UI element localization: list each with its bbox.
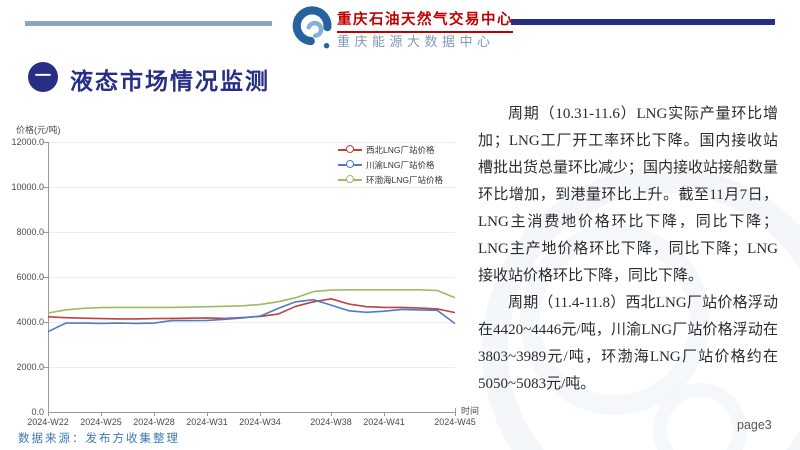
y-tickmark [44,277,48,278]
y-tickmark [44,187,48,188]
x-tick-label: 2024-W34 [239,417,281,427]
org-name-primary: 重庆石油天然气交易中心 [337,8,513,33]
gridline [48,367,455,368]
x-tick-label: 2024-W28 [133,417,175,427]
x-tickmark [260,412,261,416]
series-line-0 [47,297,456,320]
x-tickmark [207,412,208,416]
y-tick-label: 10000.0 [11,182,44,192]
analysis-text-block: 周期（10.31-11.6）LNG实际产量环比增加；LNG工厂开工率环比下降。国… [478,101,778,398]
x-tick-label: 2024-W31 [186,417,228,427]
org-name-secondary: 重庆能源大数据中心 [337,34,495,49]
y-tick-label: 0.0 [31,407,44,417]
y-tick-label: 4000.0 [16,317,44,327]
gridline [48,232,455,233]
x-tick-label: 2024-W41 [363,417,405,427]
x-axis-end-tick [455,408,456,412]
x-tickmark [154,412,155,416]
gridline [48,277,455,278]
x-axis-title: 时间 [461,406,480,416]
x-tick-label: 2024-W45 [434,417,476,427]
y-tick-label: 6000.0 [16,272,44,282]
data-source-note: 数据来源：发布方收集整理 [18,433,180,445]
legend-item: 环渤海LNG厂站价格 [338,172,443,187]
legend-line-marker-icon [338,145,362,154]
analysis-paragraph-1: 周期（10.31-11.6）LNG实际产量环比增加；LNG工厂开工率环比下降。国… [478,106,779,284]
y-tickmark [44,232,48,233]
legend-line-marker-icon [338,160,362,169]
y-tick-label: 2000.0 [16,362,44,372]
y-tick-label: 8000.0 [16,227,44,237]
x-tick-label: 2024-W25 [80,417,122,427]
page-title: 液态市场情况监测 [70,68,270,94]
gridline [48,142,455,143]
page-number: page3 [737,418,772,432]
analysis-paragraph-2: 周期（11.4-11.8）西北LNG厂站价格浮动在4420~4446元/吨，川渝… [478,295,778,392]
legend-label: 西北LNG厂站价格 [366,144,435,155]
header-rule-left [25,21,272,26]
legend-item: 川渝LNG厂站价格 [338,157,443,172]
y-tickmark [44,142,48,143]
header-rule-right [511,19,775,25]
y-axis-title: 价格(元/吨) [16,125,61,135]
y-tickmark [44,322,48,323]
x-tick-label: 2024-W38 [310,417,352,427]
legend-item: 西北LNG厂站价格 [338,142,443,157]
legend-label: 川渝LNG厂站价格 [366,159,435,170]
x-axis [48,412,456,413]
x-tickmark [48,412,49,416]
x-tickmark [455,412,456,416]
series-line-1 [47,298,456,333]
legend-label: 环渤海LNG厂站价格 [366,174,443,185]
org-logo-icon [292,6,332,49]
gridline [48,322,455,323]
gridline [48,187,455,188]
x-tickmark [384,412,385,416]
y-axis [48,142,49,412]
y-tickmark [44,367,48,368]
x-tickmark [101,412,102,416]
series-line-2 [47,288,456,314]
legend-line-marker-icon [338,175,362,184]
section-number-badge: 一 [28,62,58,92]
y-tick-label: 12000.0 [11,137,44,147]
x-tickmark [331,412,332,416]
chart-legend: 西北LNG厂站价格 川渝LNG厂站价格 环渤海LNG厂站价格 [338,142,443,187]
x-tick-label: 2024-W22 [27,417,69,427]
